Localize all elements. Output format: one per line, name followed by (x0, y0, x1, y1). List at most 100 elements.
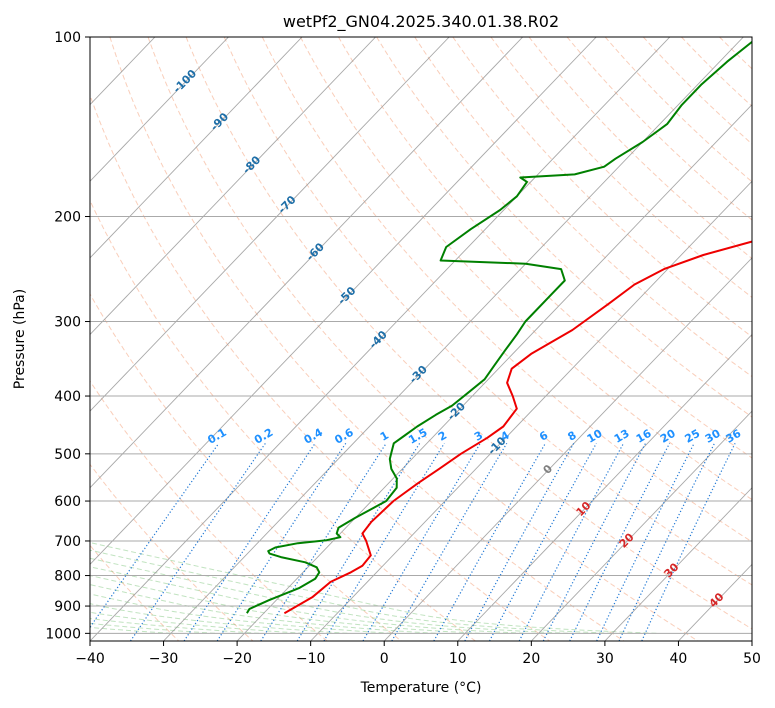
isotherm-line (90, 37, 303, 259)
x-axis-label: Temperature (°C) (360, 680, 482, 696)
mixing-ratio-line (518, 443, 625, 641)
dry-adiabat (90, 199, 476, 641)
mixing-ratio-label: 1 (378, 429, 391, 444)
isotherm-line (751, 640, 752, 641)
mixing-ratio-line (216, 442, 347, 641)
x-tick-label: −10 (296, 651, 326, 667)
y-tick-label: 600 (54, 494, 81, 510)
isotherm-label: 0 (541, 462, 556, 477)
x-tick-label: 20 (522, 651, 540, 667)
y-tick-label: 400 (54, 389, 81, 405)
dry-adiabat (147, 37, 699, 641)
mixing-ratio-line (130, 442, 266, 641)
isotherm-line (678, 563, 752, 641)
mixing-ratio-line (296, 442, 421, 641)
background-lines (90, 37, 752, 641)
plot-frame (89, 36, 753, 642)
isotherm-line (90, 37, 671, 641)
isotherm-line (531, 410, 752, 641)
x-tick-label: 10 (449, 651, 467, 667)
mixing-ratio-line (464, 442, 575, 641)
isotherm-line (310, 180, 752, 641)
isotherm-line (90, 37, 597, 566)
mixing-ratio-label: 25 (682, 427, 702, 446)
mixing-ratio-label: 0.6 (332, 426, 356, 447)
y-tick-label: 200 (54, 210, 81, 226)
isotherm-label: -70 (275, 193, 298, 216)
y-tick-label: 300 (54, 315, 81, 331)
dry-adiabat (452, 37, 752, 338)
isotherm-line (236, 104, 752, 641)
dry-adiabat (414, 37, 752, 378)
x-tick-label: −20 (222, 651, 252, 667)
isotherm-label: 20 (617, 530, 637, 550)
isotherm-label: 30 (662, 560, 682, 580)
moist-adiabat (90, 549, 613, 634)
mixing-ratio-label: 13 (612, 427, 632, 446)
moist-adiabat (90, 542, 657, 634)
dry-adiabat (185, 37, 752, 630)
chart-title: wetPf2_GN04.2025.340.01.38.R02 (283, 12, 559, 32)
mixing-ratio-label: 16 (634, 427, 654, 446)
isotherm-line (90, 37, 229, 182)
isotherm-label: -80 (240, 153, 263, 176)
mixing-ratio-label: 30 (703, 427, 723, 446)
mixing-ratio-label: 0.1 (205, 426, 228, 447)
isotherm-line (90, 37, 524, 489)
mixing-ratio-label: 2 (436, 429, 449, 444)
moist-adiabat (90, 575, 480, 634)
dry-adiabat (299, 37, 752, 501)
y-tick-label: 900 (54, 599, 81, 615)
x-tick-label: 30 (596, 651, 614, 667)
dry-adiabat (261, 37, 752, 543)
moist-adiabat (90, 622, 216, 634)
isotherm-label: -50 (335, 284, 358, 307)
x-tick-label: 0 (380, 651, 389, 667)
y-tick-label: 100 (54, 30, 81, 46)
y-axis: 100 200 300 400 500 600 700 800 900 1000 (45, 30, 90, 642)
mixing-ratio-line (569, 443, 671, 641)
mixing-ratio-line (596, 443, 695, 641)
dry-adiabat (109, 37, 625, 641)
x-axis: −40 −30 −20 −10 0 10 20 30 40 50 (75, 641, 761, 667)
isotherm-line (0, 37, 8, 641)
moist-adiabat (90, 618, 260, 634)
dry-adiabat (90, 93, 550, 641)
dry-adiabat (566, 37, 752, 221)
isotherm-label: -30 (407, 363, 430, 386)
mixing-ratio-line (183, 442, 316, 641)
dry-adiabat (223, 37, 752, 586)
dry-adiabat (490, 37, 752, 299)
moist-adiabat (90, 603, 348, 634)
mixing-ratio-line (618, 443, 716, 641)
mixing-ratio-line (323, 442, 445, 641)
mixing-ratio-label: 6 (537, 429, 550, 444)
dry-adiabat (90, 293, 402, 641)
y-tick-label: 500 (54, 447, 81, 463)
mixing-ratio-label: 36 (723, 427, 743, 446)
x-tick-label: 50 (743, 651, 761, 667)
mixing-ratio-line (362, 442, 481, 641)
isotherm-label: -20 (445, 400, 468, 423)
dewpoint-line (246, 40, 752, 614)
isotherm-line (90, 37, 450, 412)
isotherm-label: -40 (367, 328, 390, 351)
mixing-ratio-line (433, 442, 546, 641)
isotherm-label: 40 (707, 590, 727, 610)
y-tick-label: 700 (54, 534, 81, 550)
isotherm-label: 10 (574, 499, 594, 519)
dry-adiabat (681, 37, 752, 107)
mixing-ratio-label: 0.2 (252, 426, 275, 447)
x-tick-label: −40 (75, 651, 105, 667)
mixing-ratio-label: 8 (565, 429, 578, 444)
dry-adiabat (90, 380, 328, 641)
y-axis-label: Pressure (hPa) (12, 289, 28, 389)
mixing-ratio-line (260, 442, 387, 641)
isotherm-line (90, 37, 376, 336)
isotherm-line (604, 487, 752, 641)
mixing-ratio-line (488, 443, 597, 641)
y-tick-label: 800 (54, 569, 81, 585)
mixing-ratio-label: 0.4 (302, 426, 326, 447)
moist-adiabat (90, 611, 304, 634)
